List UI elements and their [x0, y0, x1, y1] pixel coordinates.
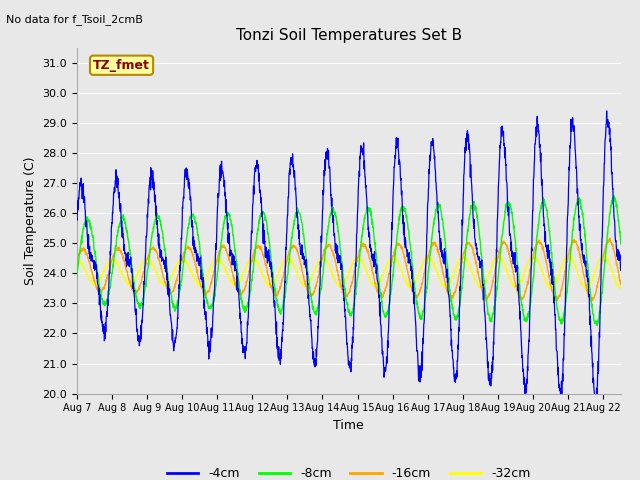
Legend: -4cm, -8cm, -16cm, -32cm: -4cm, -8cm, -16cm, -32cm [162, 462, 536, 480]
Y-axis label: Soil Temperature (C): Soil Temperature (C) [24, 156, 36, 285]
Text: TZ_fmet: TZ_fmet [93, 59, 150, 72]
X-axis label: Time: Time [333, 419, 364, 432]
Text: No data for f_Tsoil_2cmB: No data for f_Tsoil_2cmB [6, 14, 143, 25]
Title: Tonzi Soil Temperatures Set B: Tonzi Soil Temperatures Set B [236, 28, 462, 43]
